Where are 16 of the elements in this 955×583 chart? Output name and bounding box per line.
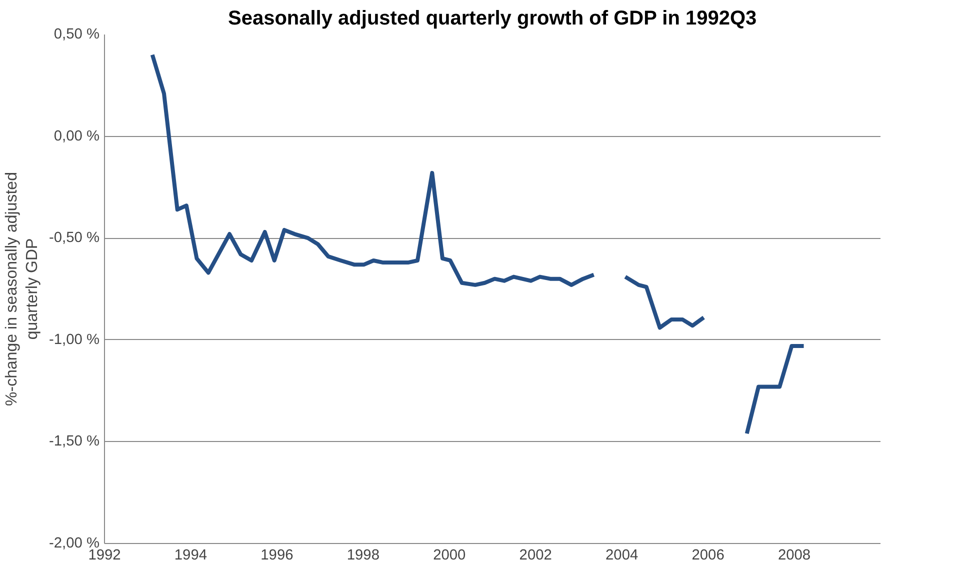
x-tick-label: 2008 <box>778 548 811 564</box>
x-tick-label: 2004 <box>606 548 638 564</box>
y-tick-label: -0,50 % <box>48 230 100 246</box>
chart-title: Seasonally adjusted quarterly growth of GDP in 1992Q3 <box>228 8 757 30</box>
x-tick-label: 1992 <box>88 548 121 564</box>
y-tick-label: -1,00 % <box>48 332 100 348</box>
x-tick-label: 2006 <box>692 548 724 564</box>
x-tick-label: 1994 <box>174 548 208 564</box>
x-tick-label: 1996 <box>260 548 294 564</box>
y-tick-label: 0,50 % <box>54 26 100 42</box>
y-axis-title: %-change in seasonally adjusted quarterly GDP <box>4 172 41 406</box>
y-tick-label: -1,50 % <box>48 434 100 450</box>
x-tick-label: 2002 <box>519 548 552 564</box>
x-tick-label: 1998 <box>346 548 380 564</box>
y-tick-label: 0,00 % <box>54 128 100 144</box>
x-tick-label: 2000 <box>433 548 466 564</box>
